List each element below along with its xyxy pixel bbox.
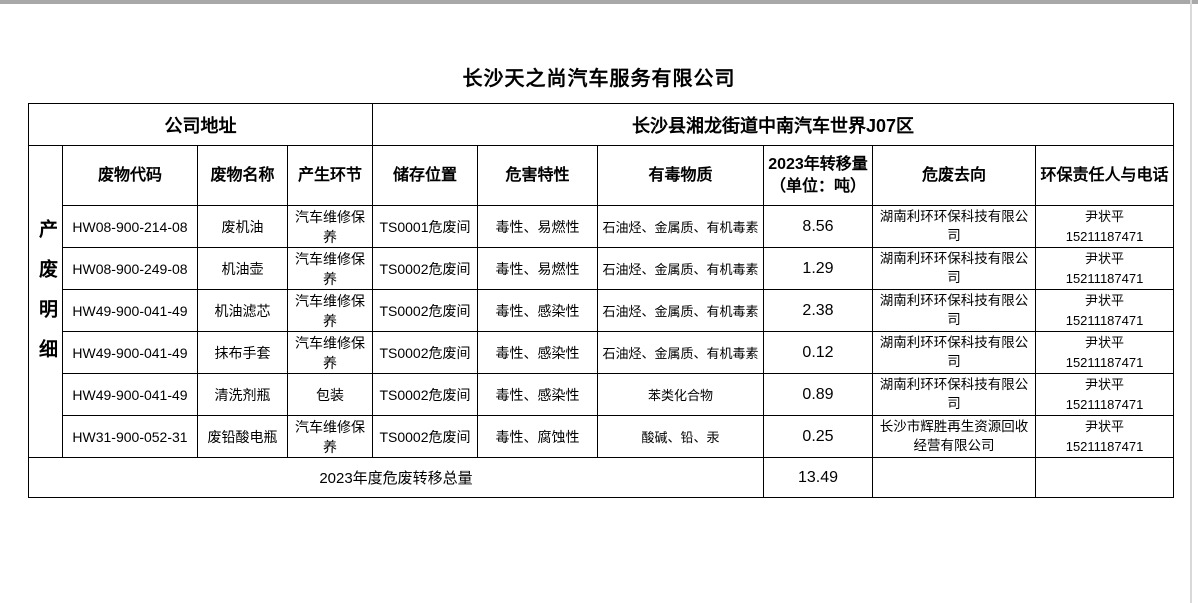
cell-stage: 汽车维修保养 [287, 289, 373, 332]
cell-waste-code: HW49-900-041-49 [62, 289, 198, 332]
header-contact: 环保责任人与电话 [1034, 145, 1175, 206]
cell-stage: 汽车维修保养 [287, 205, 373, 248]
header-hazard: 危害特性 [477, 145, 598, 206]
contact-phone: 15211187471 [1065, 312, 1144, 328]
cell-waste-name: 清洗剂瓶 [197, 373, 288, 416]
cell-stage: 汽车维修保养 [287, 415, 373, 458]
cell-contact: 尹状平 15211187471 [1034, 373, 1175, 416]
table-row: HW49-900-041-49 清洗剂瓶 包装 TS0002危废间 毒性、感染性… [29, 373, 1175, 416]
contact-name: 尹状平 [1085, 209, 1125, 224]
contact-name: 尹状平 [1085, 293, 1125, 308]
cell-amount: 8.56 [763, 205, 873, 248]
table-row: HW49-900-041-49 机油滤芯 汽车维修保养 TS0002危废间 毒性… [29, 289, 1175, 332]
cell-waste-code: HW08-900-214-08 [62, 205, 198, 248]
cell-contact: 尹状平 15211187471 [1034, 415, 1175, 458]
cell-toxic: 石油烃、金属质、有机毒素 [597, 289, 764, 332]
cell-hazard: 毒性、感染性 [477, 331, 598, 374]
hazardous-waste-table: 公司地址 长沙县湘龙街道中南汽车世界J07区 产废明细 废物代码 废物名称 产生… [28, 103, 1175, 498]
summary-row: 2023年度危废转移总量 13.49 [28, 457, 1175, 498]
cell-waste-code: HW49-900-041-49 [62, 331, 198, 374]
cell-toxic: 石油烃、金属质、有机毒素 [597, 205, 764, 248]
cell-stage: 汽车维修保养 [287, 331, 373, 374]
cell-waste-name: 废机油 [197, 205, 288, 248]
cell-waste-code: HW31-900-052-31 [62, 415, 198, 458]
cell-stage: 包装 [287, 373, 373, 416]
cell-storage: TS0002危废间 [372, 331, 478, 374]
cell-storage: TS0002危废间 [372, 247, 478, 290]
cell-hazard: 毒性、易燃性 [477, 247, 598, 290]
page-right-edge [1190, 0, 1192, 603]
summary-total-value: 13.49 [763, 457, 873, 498]
cell-stage: 汽车维修保养 [287, 247, 373, 290]
header-amount-line2: （单位：吨） [769, 177, 866, 195]
header-amount: 2023年转移量 （单位：吨） [763, 145, 873, 206]
summary-total-label: 2023年度危废转移总量 [28, 457, 764, 498]
contact-phone: 15211187471 [1065, 354, 1144, 370]
contact-name: 尹状平 [1085, 251, 1125, 266]
table-row: HW31-900-052-31 废铅酸电瓶 汽车维修保养 TS0002危废间 毒… [29, 415, 1175, 458]
header-row: 产废明细 废物代码 废物名称 产生环节 储存位置 危害特性 有毒物质 2023年… [28, 145, 1175, 458]
cell-storage: TS0002危废间 [372, 415, 478, 458]
cell-amount: 1.29 [763, 247, 873, 290]
cell-destination: 湖南利环环保科技有限公司 [872, 331, 1036, 374]
header-waste-code: 废物代码 [62, 145, 198, 206]
cell-waste-name: 机油滤芯 [197, 289, 288, 332]
cell-contact: 尹状平 15211187471 [1034, 331, 1175, 374]
cell-amount: 0.25 [763, 415, 873, 458]
cell-destination: 湖南利环环保科技有限公司 [872, 373, 1036, 416]
cell-toxic: 石油烃、金属质、有机毒素 [597, 247, 764, 290]
header-amount-line1: 2023年转移量 [768, 155, 868, 173]
cell-destination: 湖南利环环保科技有限公司 [872, 289, 1036, 332]
cell-storage: TS0002危废间 [372, 289, 478, 332]
cell-hazard: 毒性、感染性 [477, 289, 598, 332]
page-title: 长沙天之尚汽车服务有限公司 [462, 68, 736, 90]
cell-contact: 尹状平 15211187471 [1034, 205, 1175, 248]
contact-phone: 15211187471 [1065, 438, 1144, 454]
cell-waste-code: HW49-900-041-49 [62, 373, 198, 416]
cell-waste-name: 抹布手套 [197, 331, 288, 374]
window-top-edge [0, 0, 1198, 4]
contact-phone: 15211187471 [1065, 396, 1144, 412]
cell-waste-name: 机油壶 [197, 247, 288, 290]
cell-toxic: 苯类化合物 [597, 373, 764, 416]
cell-waste-name: 废铅酸电瓶 [197, 415, 288, 458]
cell-amount: 2.38 [763, 289, 873, 332]
cell-empty [1034, 457, 1175, 498]
header-stage: 产生环节 [287, 145, 373, 206]
table-row: HW49-900-041-49 抹布手套 汽车维修保养 TS0002危废间 毒性… [29, 331, 1175, 374]
cell-destination: 湖南利环环保科技有限公司 [872, 205, 1036, 248]
header-toxic: 有毒物质 [597, 145, 764, 206]
cell-destination: 长沙市辉胜再生资源回收经营有限公司 [872, 415, 1036, 458]
cell-contact: 尹状平 15211187471 [1034, 247, 1175, 290]
cell-toxic: 石油烃、金属质、有机毒素 [597, 331, 764, 374]
contact-name: 尹状平 [1085, 419, 1125, 434]
table-row: HW08-900-249-08 机油壶 汽车维修保养 TS0002危废间 毒性、… [29, 247, 1175, 290]
cell-empty [872, 457, 1036, 498]
cell-hazard: 毒性、腐蚀性 [477, 415, 598, 458]
cell-toxic: 酸碱、铅、汞 [597, 415, 764, 458]
contact-name: 尹状平 [1085, 335, 1125, 350]
contact-phone: 15211187471 [1065, 228, 1144, 244]
address-row: 公司地址 长沙县湘龙街道中南汽车世界J07区 [28, 103, 1175, 146]
cell-amount: 0.12 [763, 331, 873, 374]
cell-amount: 0.89 [763, 373, 873, 416]
cell-storage: TS0002危废间 [372, 373, 478, 416]
cell-hazard: 毒性、感染性 [477, 373, 598, 416]
company-address-value: 长沙县湘龙街道中南汽车世界J07区 [371, 103, 1175, 146]
side-label-text: 产废明细 [35, 218, 57, 379]
cell-destination: 湖南利环环保科技有限公司 [872, 247, 1036, 290]
contact-name: 尹状平 [1085, 377, 1125, 392]
table-row: HW08-900-214-08 废机油 汽车维修保养 TS0001危废间 毒性、… [29, 205, 1175, 248]
cell-hazard: 毒性、易燃性 [477, 205, 598, 248]
company-address-label: 公司地址 [28, 103, 373, 146]
cell-contact: 尹状平 15211187471 [1034, 289, 1175, 332]
header-waste-name: 废物名称 [197, 145, 288, 206]
cell-waste-code: HW08-900-249-08 [62, 247, 198, 290]
header-destination: 危废去向 [872, 145, 1036, 206]
cell-storage: TS0001危废间 [372, 205, 478, 248]
contact-phone: 15211187471 [1065, 270, 1144, 286]
header-storage: 储存位置 [372, 145, 478, 206]
side-label-waste-detail: 产废明细 [28, 145, 63, 458]
